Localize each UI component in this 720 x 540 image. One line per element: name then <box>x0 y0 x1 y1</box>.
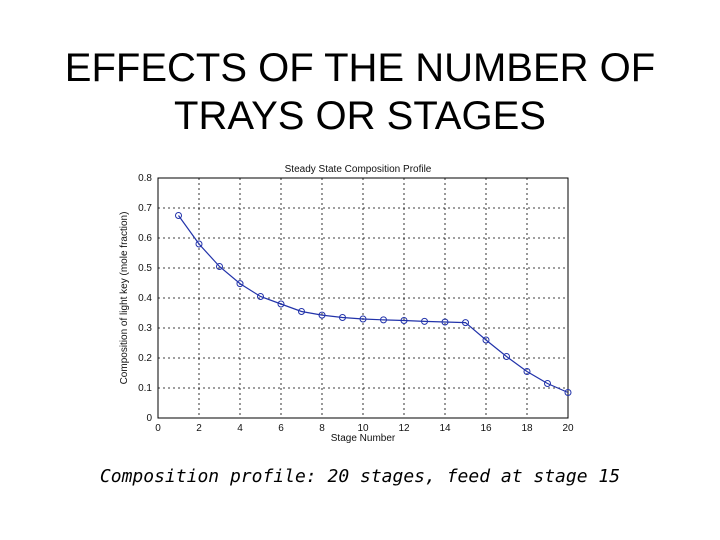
slide-title-line-2: TRAYS OR STAGES <box>174 94 546 138</box>
data-point <box>257 293 264 300</box>
y-axis-label: Composition of light key (mole fraction) <box>119 212 130 385</box>
x-axis-ticks: 0 2 4 6 8 10 12 14 16 18 20 <box>155 423 574 434</box>
data-point <box>503 353 510 360</box>
data-point <box>175 212 182 219</box>
x-tick-label: 6 <box>278 423 284 434</box>
y-tick-label: 0.2 <box>138 353 152 364</box>
y-tick-label: 0.4 <box>138 293 152 304</box>
grid-lines <box>158 178 568 418</box>
x-tick-label: 18 <box>521 423 533 434</box>
chart-caption: Composition profile: 20 stages, feed at … <box>99 466 621 487</box>
slide-title-line-1: EFFECTS OF THE NUMBER OF <box>64 46 656 90</box>
x-tick-label: 2 <box>196 423 202 434</box>
data-point <box>482 336 490 344</box>
data-point <box>195 240 203 248</box>
y-axis-ticks: 0 0.1 0.2 0.3 0.4 0.5 0.6 0.7 0.8 <box>138 173 152 424</box>
series-line <box>178 215 569 394</box>
data-point <box>380 316 387 324</box>
data-point <box>359 315 367 323</box>
y-tick-label: 0.5 <box>138 263 152 274</box>
x-tick-label: 10 <box>357 423 369 434</box>
data-point <box>318 311 326 319</box>
data-point <box>421 317 428 325</box>
data-point <box>564 389 572 396</box>
x-tick-label: 16 <box>480 423 492 434</box>
data-point <box>462 319 469 327</box>
data-point <box>339 314 346 321</box>
x-tick-label: 12 <box>398 423 410 434</box>
composition-profile-chart: Steady State Composition Profile 0 0.1 0.2… <box>110 155 580 450</box>
plot-frame <box>157 177 569 419</box>
data-point <box>400 317 408 324</box>
slide-title: EFFECTS OF THE NUMBER OF TRAYS OR STAGES <box>0 44 720 140</box>
data-point <box>277 300 285 308</box>
y-tick-label: 0.7 <box>138 203 152 214</box>
chart-title: Steady State Composition Profile <box>285 164 432 175</box>
y-tick-label: 0.6 <box>138 233 152 244</box>
y-tick-label: 0.3 <box>138 323 152 334</box>
x-tick-label: 20 <box>562 423 574 434</box>
x-tick-label: 0 <box>155 423 161 434</box>
data-point <box>216 263 223 270</box>
data-point <box>544 380 551 387</box>
chart-background <box>110 155 580 450</box>
y-tick-label: 0.1 <box>138 383 152 394</box>
x-tick-label: 8 <box>319 423 325 434</box>
x-tick-label: 4 <box>237 423 243 434</box>
y-tick-label: 0 <box>146 413 152 424</box>
data-point <box>298 308 305 315</box>
data-point <box>236 280 244 288</box>
data-point <box>523 368 531 375</box>
x-tick-label: 14 <box>439 423 451 434</box>
data-point <box>441 318 449 326</box>
series-markers <box>175 212 572 396</box>
x-axis-label: Stage Number <box>331 433 396 444</box>
y-tick-label: 0.8 <box>138 173 152 184</box>
